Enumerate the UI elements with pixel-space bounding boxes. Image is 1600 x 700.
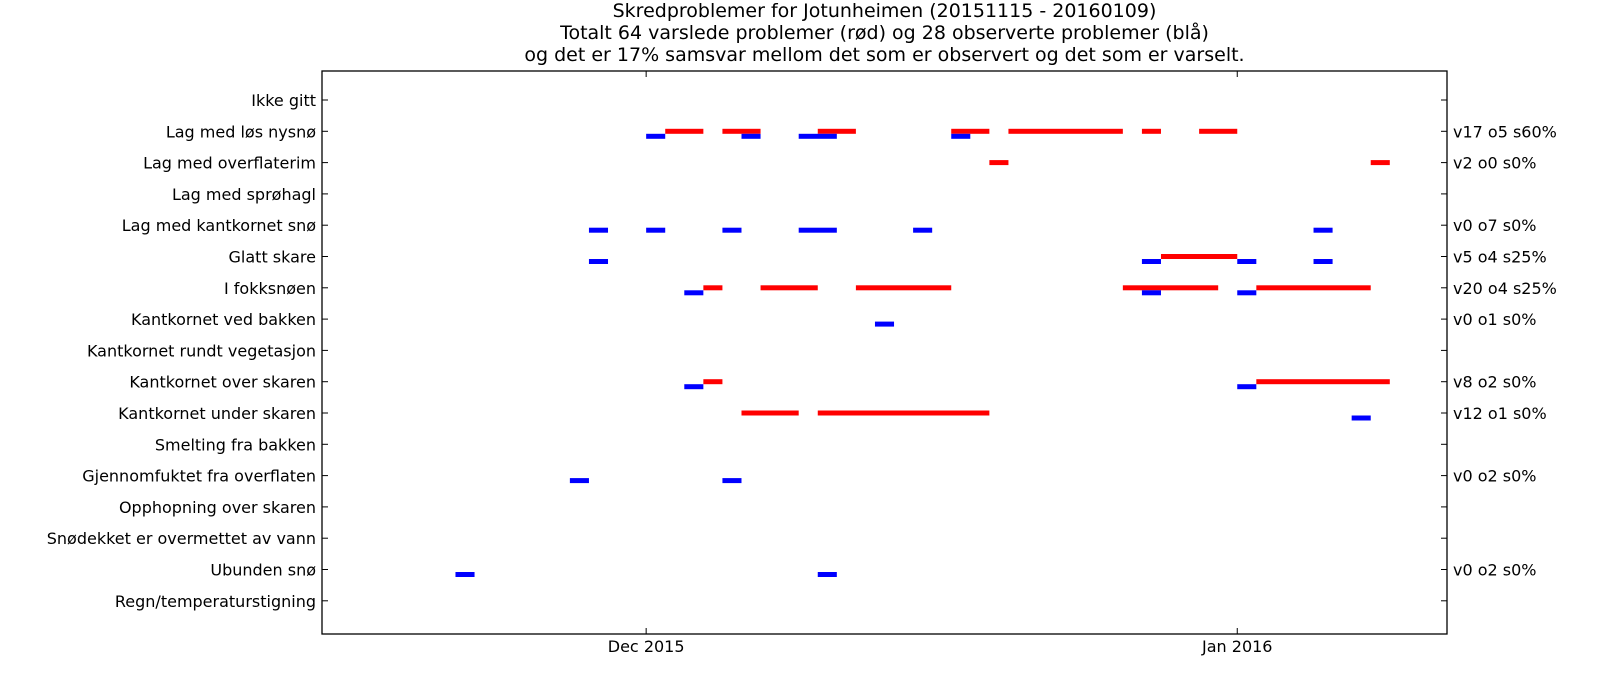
y-tick-label: Glatt skare	[229, 248, 316, 267]
observed-bar	[569, 478, 589, 484]
forecast-bar	[1256, 379, 1390, 385]
forecast-bar	[665, 128, 704, 134]
summary-label: v20 o4 s25%	[1453, 279, 1557, 298]
y-tick-label: Kantkornet under skaren	[118, 404, 316, 423]
forecast-bar	[1256, 285, 1371, 291]
observed-bar	[1237, 290, 1257, 296]
y-tick-label: Regn/temperaturstigning	[115, 592, 316, 611]
y-tick-label: Opphopning over skaren	[119, 498, 316, 517]
y-tick-label: Smelting fra bakken	[155, 435, 316, 454]
y-tick-label: Kantkornet over skaren	[129, 373, 316, 392]
title-line-2: Totalt 64 varslede problemer (rød) og 28…	[559, 21, 1209, 44]
summary-label: v8 o2 s0%	[1453, 373, 1537, 392]
observed-bar	[588, 259, 609, 264]
y-tick-label: Kantkornet ved bakken	[131, 310, 316, 329]
observed-bar	[722, 227, 742, 233]
forecast-bar	[722, 128, 761, 134]
summary-labels: v17 o5 s60% v2 o0 s0% v0 o7 s0% v5 o4 s25% v…	[1453, 122, 1557, 579]
summary-label: v17 o5 s60%	[1453, 122, 1557, 141]
forecast-bar	[1122, 285, 1219, 291]
observed-bar	[817, 572, 837, 577]
observed-bar	[455, 572, 475, 577]
y-axis: Ikke gitt Lag med løs nysnø Lag med overfl…	[47, 91, 1447, 611]
forecast-bar	[1370, 160, 1390, 166]
x-tick-label: Jan 2016	[1201, 637, 1272, 656]
forecast-bar	[951, 128, 990, 134]
forecast-bar	[1141, 128, 1161, 134]
x-axis: Dec 2015 Jan 2016	[608, 71, 1272, 656]
observed-bar	[1141, 290, 1161, 296]
observed-bar	[1313, 227, 1333, 233]
problem-bars	[455, 128, 1390, 577]
y-tick-label: Ubunden snø	[210, 561, 316, 580]
forecast-bar	[855, 285, 952, 291]
plot-area-frame	[321, 70, 1448, 635]
forecast-bar	[817, 128, 856, 134]
y-tick-label: Gjennomfuktet fra overflaten	[82, 467, 316, 486]
y-tick-label: Lag med overflaterim	[143, 154, 316, 173]
x-tick-label: Dec 2015	[608, 637, 685, 656]
observed-bar	[646, 227, 666, 233]
y-tick-label: Ikke gitt	[251, 91, 316, 110]
observed-bar	[1237, 384, 1257, 390]
observed-bar	[1237, 259, 1257, 264]
summary-label: v5 o4 s25%	[1453, 248, 1547, 267]
observed-bar	[588, 227, 609, 233]
observed-bar	[798, 227, 837, 233]
summary-label: v12 o1 s0%	[1453, 404, 1547, 423]
y-tick-label: Lag med kantkornet snø	[122, 216, 316, 235]
summary-label: v0 o7 s0%	[1453, 216, 1537, 235]
observed-bar	[741, 133, 761, 139]
observed-bar	[722, 478, 742, 484]
chart-title: Skredproblemer for Jotunheimen (20151115…	[524, 0, 1244, 66]
observed-bar	[874, 321, 895, 327]
observed-bar	[1141, 259, 1161, 264]
y-tick-label: Kantkornet rundt vegetasjon	[87, 341, 316, 360]
forecast-bar	[703, 379, 723, 385]
observed-bar	[684, 290, 704, 296]
summary-label: v0 o1 s0%	[1453, 310, 1537, 329]
title-line-3: og det er 17% samsvar mellom det som er …	[524, 44, 1244, 66]
y-tick-label: Lag med løs nysnø	[166, 122, 316, 141]
observed-bar	[951, 133, 971, 139]
observed-bar	[684, 384, 704, 390]
observed-bar	[1313, 259, 1333, 264]
summary-label: v0 o2 s0%	[1453, 561, 1537, 580]
summary-label: v0 o2 s0%	[1453, 467, 1537, 486]
summary-label: v2 o0 s0%	[1453, 154, 1537, 173]
forecast-bar	[703, 285, 723, 291]
forecast-bar	[1199, 128, 1238, 134]
observed-bar	[1351, 415, 1371, 421]
y-tick-label: I fokksnøen	[224, 279, 316, 298]
y-tick-label: Snødekket er overmettet av vann	[47, 529, 316, 548]
forecast-bar	[989, 160, 1009, 166]
forecast-bar	[817, 410, 990, 416]
forecast-bar	[1008, 128, 1123, 134]
forecast-bar	[760, 285, 818, 291]
forecast-bar	[1160, 254, 1238, 259]
forecast-bar	[741, 410, 799, 416]
observed-bar	[798, 133, 837, 139]
y-tick-label: Lag med sprøhagl	[172, 185, 316, 204]
title-line-1: Skredproblemer for Jotunheimen (20151115…	[613, 0, 1157, 22]
observed-bar	[646, 133, 666, 139]
observed-bar	[913, 227, 933, 233]
